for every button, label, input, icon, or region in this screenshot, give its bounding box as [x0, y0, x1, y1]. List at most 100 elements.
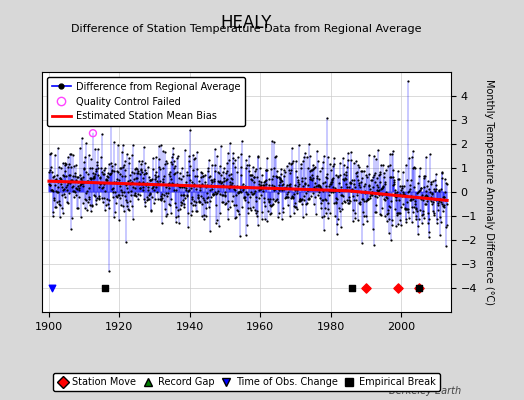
Point: [392, 223, 400, 229]
Point: [216, 191, 225, 197]
Point: [58, 191, 67, 198]
Point: [337, 192, 346, 198]
Point: [412, 206, 420, 212]
Point: [323, 175, 331, 182]
Point: [344, 156, 353, 163]
Point: [399, 201, 408, 207]
Point: [331, 213, 339, 219]
Point: [91, 171, 100, 177]
Point: [272, 153, 280, 159]
Point: [329, 189, 337, 195]
Point: [53, 189, 62, 196]
Point: [252, 210, 260, 216]
Point: [423, 182, 432, 189]
Point: [288, 194, 297, 200]
Point: [86, 208, 95, 215]
Point: [117, 189, 126, 195]
Point: [160, 206, 169, 212]
Point: [425, 215, 433, 222]
Point: [205, 228, 214, 234]
Point: [243, 222, 251, 228]
Point: [311, 186, 320, 192]
Point: [298, 175, 307, 181]
Point: [248, 176, 257, 183]
Point: [398, 193, 406, 200]
Point: [95, 194, 104, 201]
Point: [389, 148, 397, 154]
Point: [420, 175, 428, 182]
Point: [82, 189, 91, 196]
Point: [84, 198, 92, 205]
Point: [280, 185, 289, 192]
Point: [241, 182, 249, 189]
Point: [343, 197, 351, 204]
Point: [345, 199, 353, 206]
Point: [231, 156, 239, 163]
Point: [413, 190, 421, 196]
Point: [438, 169, 446, 176]
Point: [137, 166, 146, 173]
Point: [63, 200, 72, 206]
Point: [70, 193, 78, 200]
Point: [363, 162, 372, 169]
Point: [307, 166, 315, 173]
Point: [179, 184, 188, 191]
Point: [277, 187, 286, 193]
Point: [352, 169, 361, 175]
Point: [221, 192, 230, 198]
Point: [418, 211, 426, 218]
Point: [352, 170, 360, 176]
Point: [394, 176, 402, 182]
Point: [100, 181, 108, 188]
Point: [138, 169, 146, 175]
Point: [112, 200, 120, 206]
Point: [214, 223, 223, 230]
Point: [414, 188, 423, 194]
Point: [227, 180, 236, 186]
Point: [343, 184, 352, 190]
Point: [93, 162, 102, 169]
Point: [182, 171, 191, 178]
Point: [226, 204, 234, 210]
Point: [63, 164, 72, 170]
Point: [123, 203, 132, 209]
Point: [250, 190, 258, 196]
Point: [121, 166, 129, 173]
Point: [298, 201, 306, 208]
Point: [137, 166, 145, 172]
Point: [90, 175, 99, 182]
Point: [285, 182, 293, 188]
Point: [221, 193, 229, 199]
Point: [214, 178, 222, 184]
Point: [116, 182, 124, 189]
Point: [171, 214, 180, 220]
Point: [59, 160, 67, 166]
Point: [400, 192, 409, 198]
Point: [305, 168, 314, 174]
Point: [153, 181, 161, 188]
Point: [238, 138, 246, 144]
Point: [338, 206, 346, 212]
Point: [304, 141, 313, 147]
Point: [412, 194, 421, 200]
Point: [429, 199, 438, 205]
Point: [200, 212, 209, 219]
Point: [46, 182, 54, 189]
Point: [416, 207, 424, 214]
Point: [267, 202, 276, 209]
Point: [119, 162, 128, 168]
Point: [172, 187, 181, 193]
Point: [435, 188, 444, 194]
Point: [84, 196, 93, 202]
Point: [340, 171, 348, 177]
Point: [48, 174, 57, 180]
Point: [93, 194, 101, 201]
Point: [219, 199, 227, 205]
Point: [174, 183, 183, 190]
Point: [353, 172, 362, 179]
Point: [350, 176, 358, 183]
Point: [185, 177, 194, 183]
Point: [212, 202, 221, 208]
Point: [198, 200, 206, 207]
Point: [348, 186, 356, 192]
